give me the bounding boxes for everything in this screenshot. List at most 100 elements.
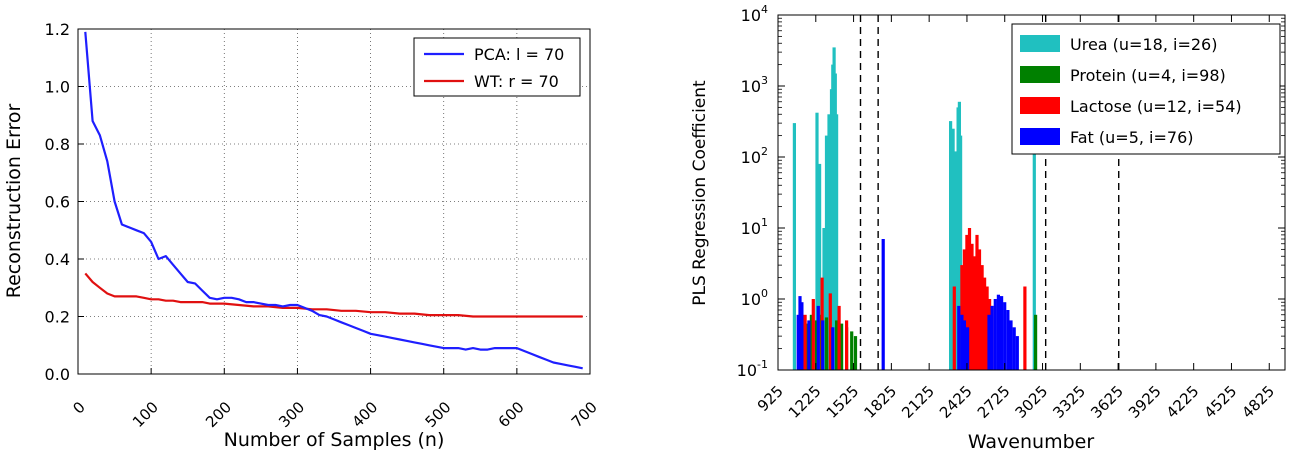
right-y-tick-label: 104 <box>741 3 768 25</box>
coefficient-bar <box>960 314 964 370</box>
right-y-tick-label: 10-1 <box>737 358 768 380</box>
left-x-tick-label: 0 <box>69 398 88 417</box>
coefficient-bar <box>815 112 819 370</box>
left-y-tick-label: 1.0 <box>45 78 70 97</box>
right-x-tick-label: 4825 <box>1238 382 1278 422</box>
right-x-tick-label: 3025 <box>1012 382 1052 422</box>
coefficient-bar <box>1012 327 1016 370</box>
coefficient-bar <box>798 296 802 370</box>
coefficient-bar <box>837 305 841 370</box>
right-legend: Urea (u=18, i=26) Protein (u=4, i=98) La… <box>1011 23 1281 155</box>
coefficient-bar <box>987 314 991 370</box>
right-x-tick-label: 2125 <box>898 382 938 422</box>
legend-swatch-fat <box>1020 128 1060 145</box>
coefficient-bar <box>811 299 815 370</box>
left-y-axis-label: Reconstruction Error <box>3 104 25 299</box>
coefficient-bar <box>809 314 813 370</box>
legend-label-fat: Fat (u=5, i=76) <box>1070 128 1194 147</box>
legend-label-urea: Urea (u=18, i=26) <box>1070 35 1217 54</box>
left-series <box>84 31 583 370</box>
right-x-tick-label: 3325 <box>1049 382 1089 422</box>
right-x-tick-label: 3625 <box>1087 382 1127 422</box>
coefficient-bar <box>1000 296 1004 370</box>
coefficient-bar <box>967 228 972 370</box>
left-y-tick-label: 0.4 <box>45 250 70 269</box>
legend-swatch-lactose <box>1020 97 1060 114</box>
left-x-tick-label: 500 <box>422 398 455 431</box>
coefficient-bar <box>881 239 885 370</box>
coefficient-bar <box>957 305 961 370</box>
left-x-tick-label: 300 <box>275 398 308 431</box>
coefficient-bar <box>1003 302 1007 370</box>
coefficient-bar <box>975 234 979 370</box>
right-bars <box>792 47 1038 371</box>
coefficient-bar <box>983 277 987 370</box>
coefficient-bar <box>1009 320 1013 370</box>
right-x-tick-label: 925 <box>754 382 787 415</box>
legend-label-pca: PCA: l = 70 <box>474 45 564 64</box>
left-y-tick-label: 1.2 <box>45 20 70 39</box>
left-y-tick-label: 0.0 <box>45 365 70 384</box>
coefficient-bar <box>952 286 956 370</box>
legend-swatch-protein <box>1020 66 1060 83</box>
left-legend-frame <box>413 37 581 97</box>
coefficient-bar <box>853 336 858 370</box>
right-x-tick-label: 4525 <box>1201 382 1241 422</box>
pls-coefficient-chart: 10-1 100 101 102 103 104 925122515251825212524… <box>690 3 1286 452</box>
coefficient-bar <box>803 314 807 370</box>
coefficient-bar <box>1015 336 1019 370</box>
right-x-tick-label: 3925 <box>1125 382 1165 422</box>
coefficient-bar <box>954 151 958 370</box>
coefficient-bar <box>814 320 818 370</box>
right-y-tick-label: 102 <box>741 145 768 167</box>
coefficient-bar <box>1034 314 1038 370</box>
coefficient-bar <box>949 121 953 370</box>
coefficient-bar <box>962 320 966 370</box>
left-y-tick-label: 0.2 <box>45 308 70 327</box>
wt-series-line <box>84 272 583 318</box>
coefficient-bar <box>966 327 970 370</box>
coefficient-bar <box>1032 135 1036 370</box>
right-x-tick-label: 1525 <box>823 382 863 422</box>
coefficient-bar <box>796 314 800 370</box>
coefficient-bar <box>990 305 994 370</box>
legend-swatch-urea <box>1020 35 1060 52</box>
pca-series-line <box>84 31 583 370</box>
coefficient-bar <box>965 234 969 370</box>
coefficient-bar <box>792 123 796 370</box>
coefficient-bar <box>835 320 839 370</box>
left-x-tick-label: 100 <box>129 398 162 431</box>
right-y-axis-label: PLS Regression Coefficient <box>690 80 710 306</box>
coefficient-bar <box>972 256 977 370</box>
right-x-tick-label: 2725 <box>974 382 1014 422</box>
coefficient-bar <box>818 163 822 370</box>
coefficient-bar <box>959 135 963 370</box>
coefficient-bar <box>850 331 854 370</box>
coefficient-bar <box>800 302 804 370</box>
left-y-tick-label: 0.6 <box>45 193 70 212</box>
right-y-tick-label: 101 <box>741 216 768 238</box>
right-x-tick-label: 1225 <box>785 382 825 422</box>
legend-label-protein: Protein (u=4, i=98) <box>1070 66 1226 85</box>
left-x-tick-label: 700 <box>568 398 601 431</box>
coefficient-bar <box>845 320 849 370</box>
coefficient-bar <box>996 294 1000 370</box>
coefficient-bar <box>827 114 831 370</box>
coefficient-bar <box>985 286 989 370</box>
legend-label-lactose: Lactose (u=12, i=54) <box>1070 97 1242 116</box>
coefficient-bar <box>824 317 829 370</box>
right-plot-frame <box>777 14 1286 371</box>
coefficient-bar <box>816 305 820 370</box>
right-y-tick-label: 103 <box>741 74 768 96</box>
coefficient-bar <box>951 128 955 370</box>
right-x-tick-label: 2425 <box>936 382 976 422</box>
left-x-tick-label: 400 <box>348 398 381 431</box>
reconstruction-error-chart: 0 100 200 300 400 500 600 700 0.0 0.2 0.4 0.6 0.8 1.0… <box>3 20 601 451</box>
coefficient-bar <box>835 114 839 370</box>
left-x-tick-label: 200 <box>202 398 235 431</box>
coefficient-bar <box>821 320 825 370</box>
coefficient-bar <box>824 135 829 370</box>
coefficient-bar <box>993 299 997 370</box>
